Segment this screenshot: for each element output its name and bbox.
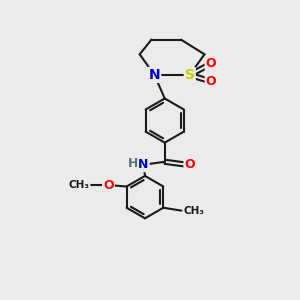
Text: O: O [184, 158, 195, 171]
Text: S: S [185, 68, 195, 82]
Text: O: O [103, 178, 114, 191]
Text: CH₃: CH₃ [69, 180, 90, 190]
Text: N: N [138, 158, 149, 171]
Text: CH₃: CH₃ [183, 206, 204, 216]
Text: O: O [206, 75, 216, 88]
Text: O: O [206, 57, 216, 70]
Text: N: N [148, 68, 160, 82]
Text: H: H [128, 157, 138, 170]
